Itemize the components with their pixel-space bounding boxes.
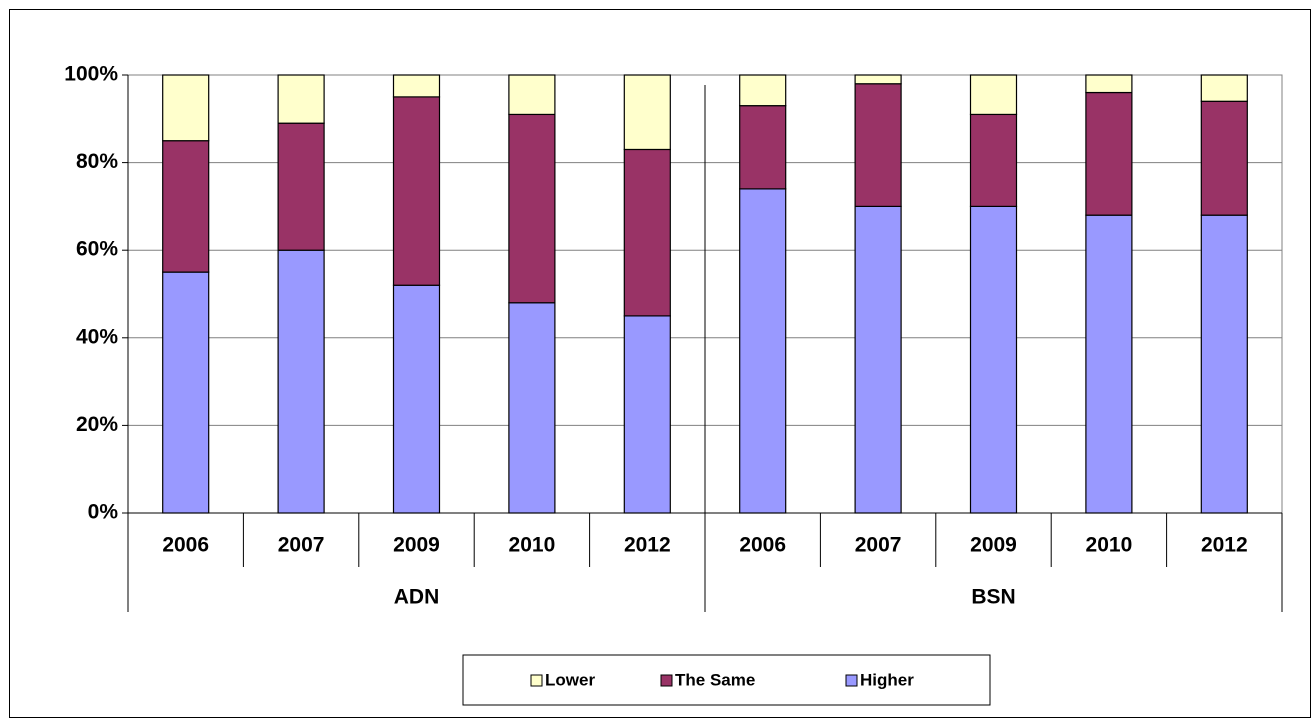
legend-label: Higher xyxy=(860,670,914,689)
bar-segment xyxy=(162,74,210,142)
bar-segment xyxy=(392,74,441,98)
bar-segment xyxy=(508,74,556,116)
bar-segment xyxy=(1200,214,1248,514)
y-tick-label: 100% xyxy=(64,63,118,86)
x-tick-label: 2010 xyxy=(1086,534,1133,557)
y-tick-label: 40% xyxy=(76,325,118,348)
bar-segment xyxy=(508,113,556,304)
group-label: ADN xyxy=(394,586,440,609)
legend-swatch xyxy=(660,674,673,687)
bar-segment xyxy=(277,249,325,514)
legend-label: Lower xyxy=(545,670,595,689)
bar-segment xyxy=(162,140,210,273)
x-tick-label: 2012 xyxy=(624,534,671,557)
y-tick-label: 80% xyxy=(76,150,118,173)
bar-segment xyxy=(1085,74,1133,94)
bar-segment xyxy=(854,74,902,85)
x-tick-label: 2009 xyxy=(393,534,440,557)
group-label: BSN xyxy=(971,586,1015,609)
bar-segment xyxy=(1085,214,1133,514)
legend-swatch xyxy=(530,674,543,687)
bar-segment xyxy=(854,83,902,208)
bar-segment xyxy=(1085,91,1133,216)
x-tick-label: 2006 xyxy=(739,534,786,557)
bar-segment xyxy=(969,205,1018,514)
bar-segment xyxy=(392,96,441,286)
bar-segment xyxy=(508,302,556,514)
x-tick-label: 2007 xyxy=(855,534,902,557)
legend: Lower The Same Higher xyxy=(462,654,991,706)
bar-segment xyxy=(623,148,671,317)
legend-box xyxy=(462,654,991,706)
bar-segment xyxy=(739,74,787,107)
bar-segment xyxy=(162,271,210,514)
bar-segment xyxy=(277,74,325,124)
x-tick-label: 2012 xyxy=(1201,534,1248,557)
legend-swatch xyxy=(845,674,858,687)
x-tick-label: 2009 xyxy=(970,534,1017,557)
bar-segment xyxy=(277,122,325,251)
y-tick-label: 20% xyxy=(76,413,118,436)
bar-segment xyxy=(969,74,1018,116)
y-tick-label: 0% xyxy=(88,501,119,524)
bar-segment xyxy=(854,205,902,514)
y-tick-label: 60% xyxy=(76,238,118,261)
x-tick-label: 2010 xyxy=(509,534,556,557)
bar-segment xyxy=(623,315,671,514)
bar-segment xyxy=(1200,100,1248,216)
x-tick-label: 2007 xyxy=(278,534,325,557)
bar-segment xyxy=(969,113,1018,208)
bar-segment xyxy=(392,284,441,514)
bar-segment xyxy=(739,105,787,190)
x-tick-label: 2006 xyxy=(162,534,209,557)
bar-segment xyxy=(739,188,787,514)
legend-label: The Same xyxy=(675,670,755,689)
bar-segment xyxy=(623,74,671,151)
bar-segment xyxy=(1200,74,1248,102)
